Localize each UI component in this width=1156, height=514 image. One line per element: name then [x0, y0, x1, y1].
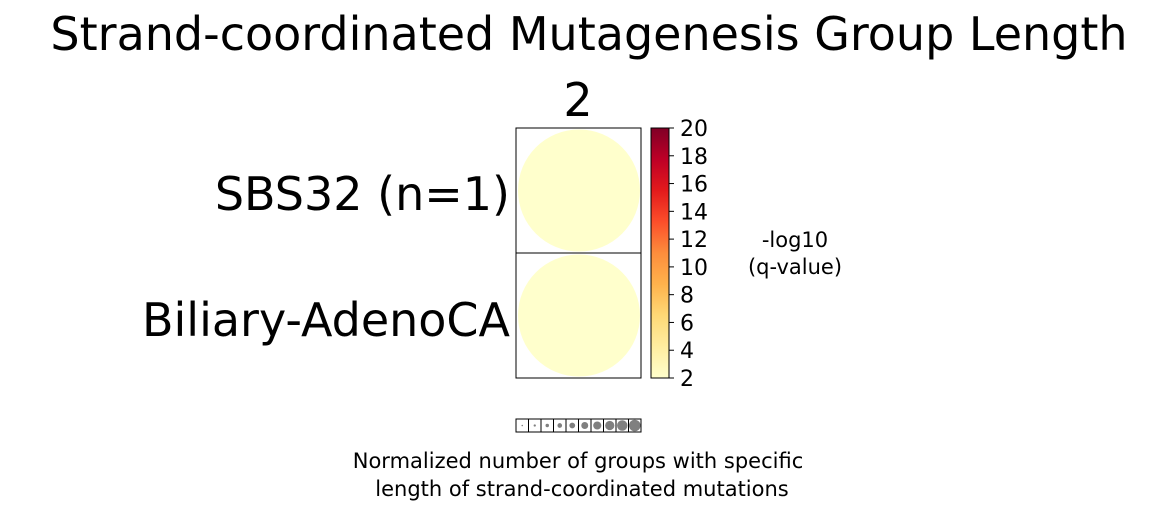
cell-circle — [518, 254, 640, 377]
heatmap-cell — [515, 252, 642, 379]
size-legend-dot — [557, 423, 563, 428]
colorbar-tick-label: 20 — [680, 117, 708, 142]
colorbar — [650, 127, 670, 379]
size-legend-dot — [581, 422, 589, 429]
cell-circle — [518, 129, 640, 252]
size-legend-dot — [569, 422, 576, 429]
xlabel-line2: length of strand-coordinated mutations — [375, 477, 788, 501]
xlabel-line1: Normalized number of groups with specifi… — [353, 449, 804, 473]
size-legend-dot — [628, 419, 641, 432]
row-label-1: Biliary-AdenoCA — [142, 293, 511, 347]
colorbar-label-line1: -log10 — [762, 228, 828, 252]
colorbar-tick-label: 4 — [680, 339, 694, 364]
row-label-0: SBS32 (n=1) — [215, 167, 510, 221]
colorbar-tick-label: 6 — [680, 311, 694, 336]
column-label: 2 — [563, 73, 592, 127]
size-legend-dot — [593, 421, 602, 430]
colorbar-tick-label: 14 — [680, 200, 708, 225]
colorbar-tick-label: 12 — [680, 228, 708, 253]
size-legend-dot — [521, 424, 524, 427]
colorbar-label-line2: (q-value) — [748, 255, 842, 279]
size-legend-dot — [605, 420, 615, 431]
size-legend-dot — [545, 423, 549, 428]
colorbar-tick-label: 16 — [680, 173, 708, 198]
colorbar-tick-label: 10 — [680, 256, 708, 281]
size-legend-dot — [617, 420, 628, 431]
colorbar-tick-label: 8 — [680, 284, 694, 309]
size-legend-dot — [533, 424, 536, 427]
colorbar-tick-label: 2 — [680, 367, 694, 392]
chart-title: Strand-coordinated Mutagenesis Group Len… — [50, 7, 1127, 61]
colorbar-tick-label: 18 — [680, 145, 708, 170]
